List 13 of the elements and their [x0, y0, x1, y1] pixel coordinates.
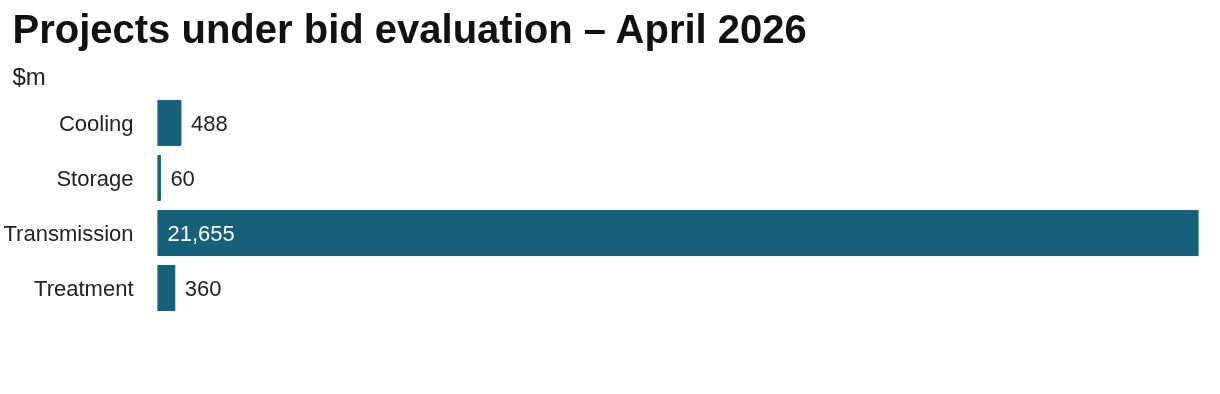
y-tick-label: Cooling — [58, 110, 134, 136]
y-tick-label: Transmission — [3, 220, 134, 246]
data-label: 21,655 — [167, 220, 235, 246]
data-label: 360 — [184, 275, 222, 301]
chart-subtitle: $m — [12, 62, 46, 90]
y-tick-label: Treatment — [34, 275, 134, 301]
y-tick-label: Storage — [56, 165, 134, 191]
data-label: 60 — [170, 165, 195, 191]
chart-title: Projects under bid evaluation – April 2026 — [12, 6, 807, 51]
data-label: 488 — [190, 110, 228, 136]
bar — [157, 99, 182, 147]
bar — [157, 264, 176, 312]
bar — [157, 209, 1199, 257]
